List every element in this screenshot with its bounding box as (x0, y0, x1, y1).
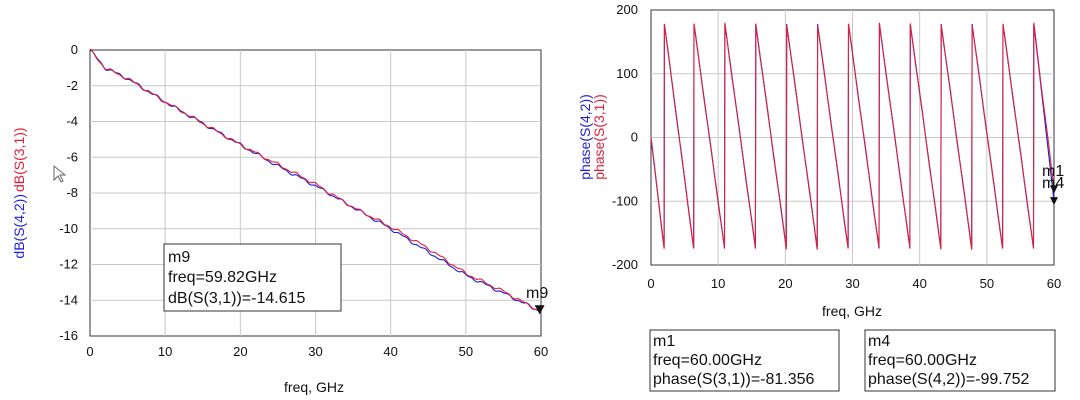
left-y-tick-label: -2 (66, 78, 78, 93)
left-x-tick-label: 30 (308, 344, 322, 359)
right-y-axis-label: phase(S(4,2)) (577, 94, 593, 180)
left-y-tick-label: -12 (59, 257, 78, 272)
right-y-axis-label-2: phase(S(3,1)) (591, 94, 607, 180)
left-x-tick-label: 10 (158, 344, 172, 359)
left-y-tick-label: -6 (66, 149, 78, 164)
marker-m1-triangle[interactable] (1050, 185, 1058, 194)
right-chart: 0 10 20 30 40 50 60 200 100 0 -100 -200 freq, GHz p… (577, 2, 1064, 392)
right-x-tick-label: 0 (647, 276, 654, 291)
left-x-tick-label: 0 (86, 344, 93, 359)
right-marker-label-m1: m1 (1042, 163, 1064, 180)
right-x-tick-label: 40 (912, 276, 926, 291)
left-x-tick-label: 20 (233, 344, 247, 359)
left-y-tick-label: -10 (59, 221, 78, 236)
left-y-tick-label: 0 (71, 42, 78, 57)
right-marker-readout-box-m4 (864, 329, 1056, 392)
right-x-tick-label: 50 (980, 276, 994, 291)
right-x-tick-label: 60 (1047, 276, 1061, 291)
readout-m4-freq: freq=60.00GHz (868, 352, 977, 369)
right-y-tick-label: -100 (612, 193, 638, 208)
right-tick-labels: 0 10 20 30 40 50 60 200 100 0 -100 -200 (612, 2, 1061, 291)
right-y-tick-label: 200 (616, 2, 638, 17)
left-x-tick-label: 60 (534, 344, 548, 359)
readout-m1-value: phase(S(3,1))=-81.356 (653, 371, 815, 388)
left-series-line (89, 48, 540, 312)
left-marker-readout-box (163, 243, 342, 312)
right-y-tick-label: 100 (616, 66, 638, 81)
left-tick-labels: 0 10 20 30 40 50 60 0 -2 -4 -6 -8 -10 -12 -14 -16 (59, 42, 548, 359)
marker-m9-triangle[interactable] (534, 305, 545, 315)
left-y-tick-label: -4 (66, 114, 78, 129)
readout-m1-name: m1 (653, 333, 675, 350)
right-y-tick-label: -200 (612, 257, 638, 272)
left-y-axis-label: dB(S(4,2)) dB(S(3,1)) (11, 127, 27, 258)
left-y-tick-label: -8 (66, 185, 78, 200)
readout-m9-value: dB(S(3,1))=-14.615 (168, 290, 306, 307)
left-marker-label: m9 (526, 285, 548, 302)
readout-m4-name: m4 (868, 333, 890, 350)
readout-m4-value: phase(S(4,2))=-99.752 (868, 371, 1030, 388)
right-x-tick-label: 10 (711, 276, 725, 291)
left-y-label-s42: dB(S(4,2)) (11, 194, 27, 259)
left-y-tick-label: -14 (59, 292, 78, 307)
right-x-tick-label: 30 (845, 276, 859, 291)
marker-m4-triangle[interactable] (1050, 197, 1058, 206)
right-series-lines (650, 22, 1055, 250)
readout-m9-freq: freq=59.82GHz (168, 269, 277, 286)
right-markers[interactable] (1050, 185, 1058, 206)
left-y-label-s31: dB(S(3,1)) (11, 127, 27, 192)
right-y-label-s42: phase(S(4,2)) (577, 94, 593, 180)
left-series-lines (89, 48, 540, 313)
right-series-line (650, 22, 1055, 250)
readout-m1-freq: freq=60.00GHz (653, 352, 762, 369)
cursor-arrow-icon (53, 164, 67, 183)
right-x-axis-label: freq, GHz (822, 303, 882, 319)
left-x-tick-label: 40 (383, 344, 397, 359)
readout-m9-name: m9 (168, 249, 190, 266)
left-x-tick-label: 50 (459, 344, 473, 359)
right-x-tick-label: 20 (778, 276, 792, 291)
right-y-label-s31: phase(S(3,1)) (591, 94, 607, 180)
right-marker-label-m4: m4 (1042, 175, 1064, 192)
left-x-axis-label: freq, GHz (284, 379, 344, 395)
right-y-tick-label: 0 (631, 130, 638, 145)
left-chart: 0 10 20 30 40 50 60 0 -2 -4 -6 -8 -10 -12 -14 -16 freq,… (11, 42, 548, 395)
left-y-tick-label: -16 (59, 328, 78, 343)
left-marker-m9[interactable] (534, 305, 545, 315)
right-marker-readout-box-m1 (649, 329, 840, 392)
